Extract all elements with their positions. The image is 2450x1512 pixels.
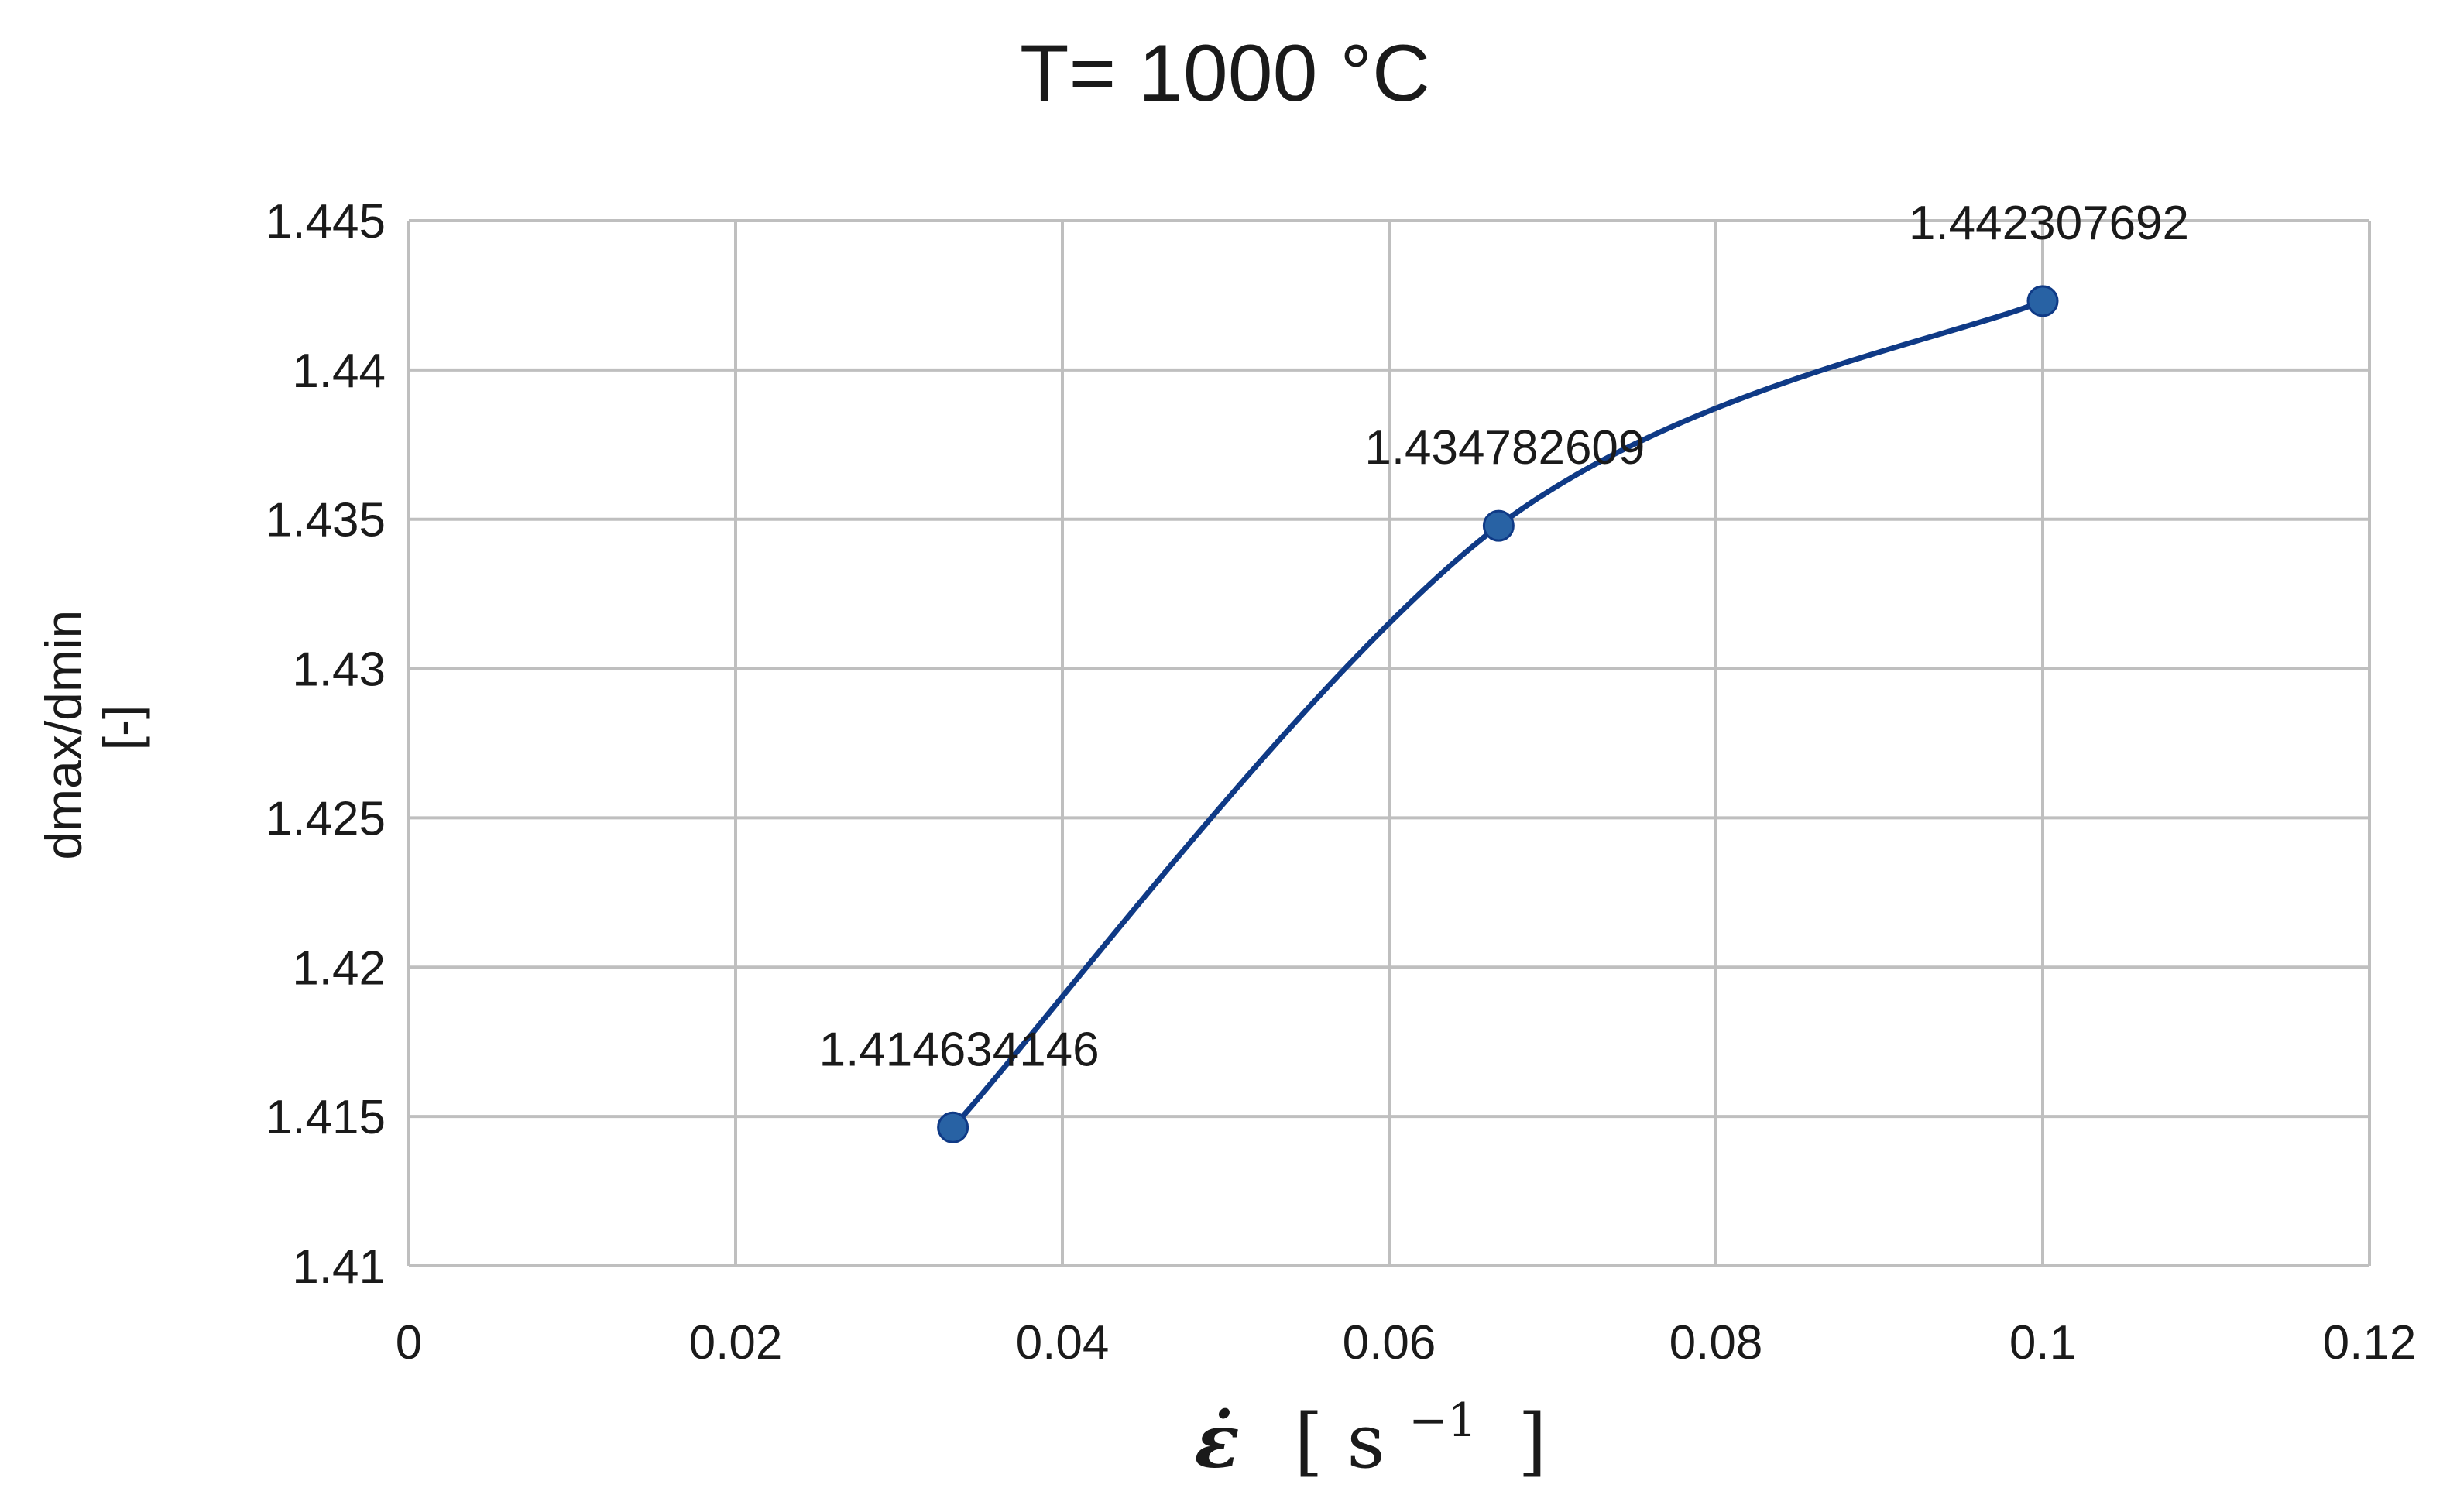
x-axis-label-symbol: ε̇ [1194, 1397, 1239, 1485]
data-point [937, 1111, 969, 1143]
x-tick-label: 0.02 [689, 1316, 783, 1370]
y-axis-label-line-2: [-] [93, 705, 150, 751]
y-axis-label-line-1: dmax/dmin [35, 610, 92, 860]
y-tick-label: 1.44 [292, 345, 386, 398]
y-tick-label: 1.445 [266, 195, 386, 249]
data-point [2026, 285, 2059, 317]
x-tick-label: 0.04 [1016, 1316, 1110, 1370]
y-tick-label: 1.415 [266, 1091, 386, 1144]
x-tick-label: 0.08 [1669, 1316, 1763, 1370]
chart-title: T= 1000 °C [1020, 29, 1430, 118]
series-line [951, 298, 2044, 1130]
x-tick-label: 0.1 [2009, 1316, 2076, 1370]
data-label: 1.434782609 [1364, 421, 1645, 475]
y-tick-label: 1.43 [292, 643, 386, 697]
data-label: 1.414634146 [819, 1023, 1100, 1076]
y-tick-label: 1.41 [292, 1240, 386, 1294]
y-tick-label: 1.435 [266, 494, 386, 547]
data-labels: 1.414634146 1.434782609 1.442307692 [819, 197, 2189, 1076]
x-tick-label: 0 [396, 1316, 422, 1370]
y-tick-label: 1.425 [266, 792, 386, 845]
data-point [1482, 509, 1515, 542]
y-tick-label: 1.42 [292, 941, 386, 995]
x-tick-label: 0.12 [2323, 1316, 2417, 1370]
x-axis-label-unit-open: [ s [1294, 1398, 1385, 1485]
x-axis-label: ε̇ [ s −1 ] [1194, 1367, 1546, 1485]
y-axis-label: dmax/dmin [-] [35, 595, 150, 859]
series-1 [937, 285, 2059, 1143]
x-axis-ticks: 0 0.02 0.04 0.06 0.08 0.1 0.12 [396, 1316, 2417, 1370]
gridlines [407, 219, 2371, 1267]
x-axis-label-unit-close: ] [1518, 1398, 1546, 1485]
data-label: 1.442307692 [1909, 197, 2189, 250]
x-tick-label: 0.06 [1343, 1316, 1436, 1370]
x-axis-label-unit-exponent: −1 [1409, 1394, 1477, 1448]
y-axis-ticks: 1.41 1.415 1.42 1.425 1.43 1.435 1.44 1.445 [266, 195, 386, 1294]
